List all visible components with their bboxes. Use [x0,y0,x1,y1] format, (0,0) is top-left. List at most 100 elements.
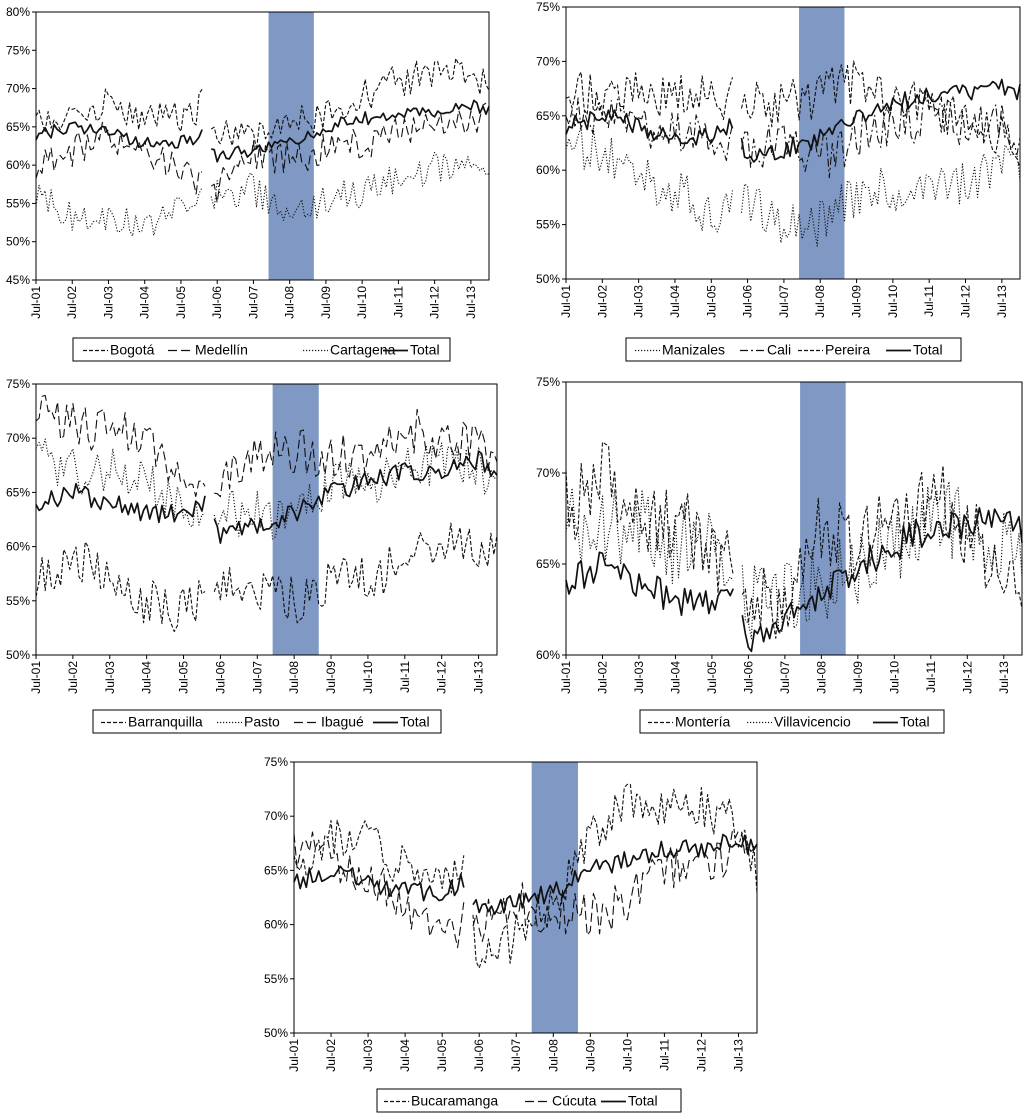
x-tick-label: Jul-09 [324,661,338,694]
plot-frame [35,383,498,656]
y-tick-label: 55% [6,196,30,210]
legend-label: Total [913,342,943,358]
y-tick-label: 70% [536,54,560,68]
legend-box [72,337,451,362]
series-line-medellín [35,102,490,204]
x-tick-label: Jul-10 [620,1039,634,1072]
y-tick-label: 65% [536,109,560,123]
legend-label: Ibagué [321,714,364,730]
x-tick-label: Jul-12 [959,285,973,318]
x-tick-label: Jul-13 [472,661,486,694]
x-tick-label: Jul-04 [138,286,152,319]
series-line-pasto [35,438,498,540]
x-tick-label: Jul-07 [250,661,264,694]
x-tick-label: Jul-04 [398,1039,412,1072]
x-tick-label: Jul-11 [398,661,412,693]
legend: Barranquilla Pasto Ibagué Total [92,709,442,734]
x-tick-label: Jul-09 [850,285,864,318]
chart-5: 50% 55% 60% 65% 70% 75% Jul-01 Jul-02 Jul-03 Jul-… [264,755,758,1113]
y-tick-label: 70% [6,82,30,96]
x-tick-label: Jul-11 [922,285,936,317]
x-tick-label: Jul-07 [778,661,792,694]
legend-label: Bogotá [110,342,155,358]
plot-frame [35,11,490,281]
legend: Manizales Cali Pereira Total [625,337,962,362]
legend-label: Cali [767,342,791,358]
legend: Montería Villavicencio Total [639,709,945,734]
x-tick-label: Jul-03 [361,1039,375,1072]
legend-label: Total [410,342,440,358]
x-tick-label: Jul-10 [361,661,375,694]
chart-4: 60% 65% 70% 75% Jul-01 Jul-02 Jul-03 Jul-04 Jul-… [536,375,1023,734]
legend-label: Total [400,714,430,730]
legend-label: Barranquilla [128,714,203,730]
series-line-total [293,833,758,915]
legend-label: Cartagena [330,342,396,358]
x-tick-label: Jul-08 [287,661,301,694]
shaded-period-band [799,7,845,279]
shaded-period-band [800,382,846,655]
x-tick-label: Jul-13 [731,1039,745,1072]
y-tick-label: 55% [536,218,560,232]
x-tick-label: Jul-08 [813,285,827,318]
legend-label: Medellín [195,342,248,358]
x-tick-label: Jul-07 [509,1039,523,1072]
x-tick-label: Jul-05 [704,285,718,318]
y-tick-label: 60% [6,158,30,172]
legend-box [376,1088,682,1113]
x-tick-label: Jul-13 [997,661,1011,694]
plot-frame [565,381,1023,656]
x-tick-label: Jul-01 [559,285,573,318]
x-tick-label: Jul-03 [103,661,117,694]
y-tick-label: 45% [6,273,30,287]
x-tick-label: Jul-06 [472,1039,486,1072]
legend-box [639,709,945,734]
series-line-cartagena [35,151,490,237]
legend-label: Bucaramanga [411,1093,498,1109]
x-tick-label: Jul-08 [546,1039,560,1072]
series-line-total [35,99,490,163]
x-tick-label: Jul-06 [741,661,755,694]
legend-label: Montería [675,714,730,730]
series-line-barranquilla [35,522,498,633]
legend-box [625,337,962,362]
y-tick-label: 75% [6,43,30,57]
legend-label: Total [900,714,930,730]
y-tick-label: 75% [536,0,560,14]
y-tick-label: 55% [264,972,288,986]
y-tick-label: 50% [6,235,30,249]
x-tick-label: Jul-09 [319,286,333,319]
x-tick-label: Jul-05 [705,661,719,694]
series-line-bucaramanga [293,783,758,969]
y-tick-label: 60% [264,918,288,932]
legend-label: Villavicencio [774,714,851,730]
chart-2: 50% 55% 60% 65% 70% 75% Jul-01 Jul-02 Jul-03 Jul-… [536,0,1021,362]
x-tick-label: Jul-06 [741,285,755,318]
x-tick-label: Jul-02 [65,286,79,319]
x-tick-label: Jul-06 [213,661,227,694]
series-line-pereira [565,60,1021,169]
y-tick-label: 60% [536,648,560,662]
legend-label: Pasto [244,714,280,730]
legend-label: Pereira [825,342,870,358]
x-tick-label: Jul-03 [632,285,646,318]
x-tick-label: Jul-13 [464,286,478,319]
shaded-period-band [268,12,314,280]
chart-1: 45% 50% 55% 60% 65% 70% 75% 80% Jul-01 Jul-02 Jul-… [6,5,490,362]
legend-label: Manizales [662,342,725,358]
x-tick-label: Jul-08 [814,661,828,694]
x-tick-label: Jul-06 [210,286,224,319]
y-tick-label: 65% [6,120,30,134]
series-line-total [35,450,498,544]
x-tick-label: Jul-08 [283,286,297,319]
x-tick-label: Jul-02 [66,661,80,694]
x-tick-label: Jul-12 [960,661,974,694]
x-tick-label: Jul-12 [428,286,442,319]
y-tick-label: 65% [536,557,560,571]
y-tick-label: 75% [6,377,30,391]
x-tick-label: Jul-10 [887,661,901,694]
chart-3: 50% 55% 60% 65% 70% 75% Jul-01 Jul-02 Jul-03 Jul-… [6,377,498,734]
x-tick-label: Jul-02 [324,1039,338,1072]
y-tick-label: 75% [264,755,288,769]
x-tick-label: Jul-02 [595,285,609,318]
